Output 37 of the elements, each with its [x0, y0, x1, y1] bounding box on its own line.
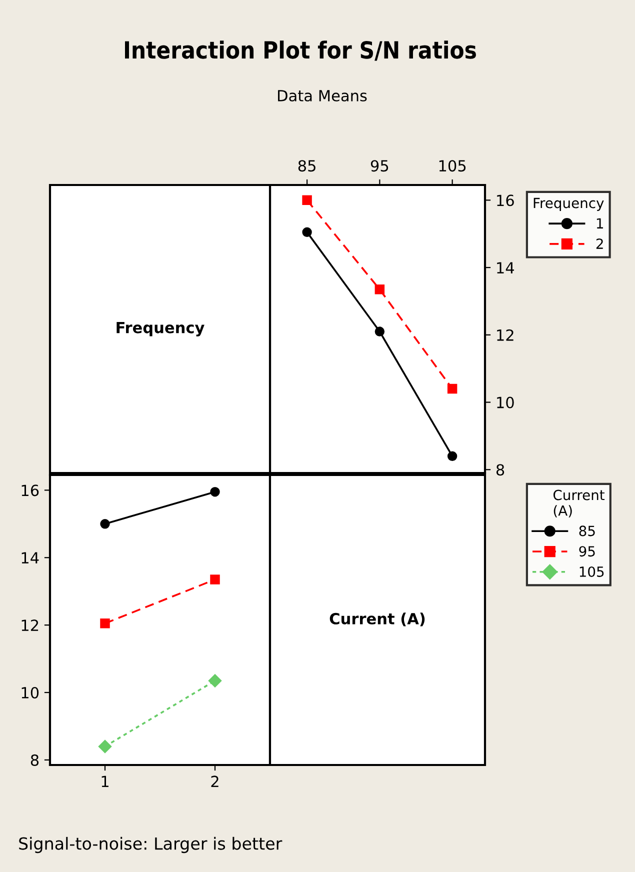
y-tick-label: 8	[30, 754, 39, 766]
x-tick-label: 105	[439, 160, 466, 172]
text: Current (A)	[330, 612, 425, 626]
point	[98, 740, 112, 754]
text: Frequency	[116, 322, 204, 336]
y-tick-label: 12	[22, 620, 38, 631]
point	[210, 487, 220, 497]
y-tick-label: 10	[497, 396, 514, 408]
point	[302, 227, 312, 238]
point	[100, 618, 110, 628]
point	[447, 451, 458, 462]
y-tick-label: 16	[497, 194, 514, 206]
legend-label: 95	[579, 546, 595, 557]
text: Data Means	[278, 90, 367, 102]
legend-label: 105	[580, 566, 604, 577]
legend-label: 1	[596, 218, 603, 228]
legend-title: Current (A)	[553, 490, 605, 518]
y-tick-label: 10	[22, 686, 39, 699]
text: Interaction Plot for S/N ratios	[124, 40, 476, 61]
legend-label: 2	[596, 238, 603, 249]
y-tick-label: 16	[22, 484, 39, 496]
x-tick-label: 85	[298, 160, 316, 172]
x-tick-label: 95	[370, 160, 388, 172]
legend-label: 85	[579, 526, 595, 536]
point	[208, 674, 222, 688]
point	[210, 574, 220, 584]
legend-title: Frequency	[534, 198, 604, 211]
point	[100, 519, 110, 529]
y-tick-label: 14	[497, 262, 514, 274]
point	[374, 326, 385, 336]
point	[447, 384, 458, 394]
text: Signal-to-noise: Larger is better	[19, 836, 282, 854]
point	[302, 195, 312, 206]
point	[374, 284, 385, 294]
y-tick-label: 8	[496, 464, 504, 476]
y-tick-label: 14	[22, 552, 39, 564]
y-tick-label: 12	[497, 329, 514, 341]
